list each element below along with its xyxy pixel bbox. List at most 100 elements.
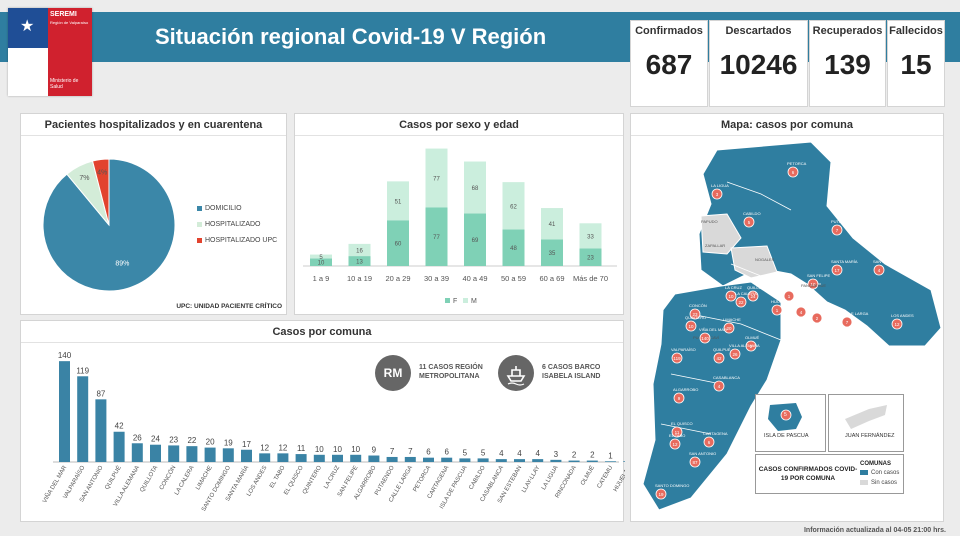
comuna-bar-29 xyxy=(586,460,598,462)
map-legend-title: COMUNAS xyxy=(860,461,891,467)
bar-F-3 xyxy=(425,207,448,266)
region-map: 6 PETORCA 3 LA LIGUA 5 CABILDO PAPUDO ZAPALLAR 7… xyxy=(642,141,942,511)
comuna-tick-label: LLAY-LLAY xyxy=(521,465,541,494)
legend-label: DOMICILIO xyxy=(205,205,242,212)
upc-footnote: UPC: UNIDAD PACIENTE CRÍTICO xyxy=(176,303,282,310)
bar-value-label: 68 xyxy=(472,186,479,192)
comuna-bar-25 xyxy=(514,459,525,462)
kpi-value: 687 xyxy=(645,49,693,80)
map-marker-value: 5 xyxy=(748,220,751,225)
comuna-bar-21 xyxy=(441,457,453,462)
map-marker xyxy=(831,264,843,276)
map-marker xyxy=(729,348,741,360)
legend-label: Con casos xyxy=(871,470,900,477)
rm-icon: RM xyxy=(375,355,411,391)
logo-seremi: SEREMI xyxy=(50,11,77,18)
map-marker-value: 119 xyxy=(673,356,681,361)
bar-value-label: 69 xyxy=(472,238,479,244)
comuna-tick-label: QUILLOTA xyxy=(139,465,159,493)
bar-value-label: 48 xyxy=(510,246,517,252)
bar-M-1 xyxy=(348,243,371,257)
map-comuna-label: PUTAENDO xyxy=(831,219,853,224)
map-marker-value: 6 xyxy=(792,170,795,175)
map-marker-value: 9 xyxy=(678,396,681,401)
pascua-value: 5 xyxy=(784,412,787,418)
comuna-value-label: 10 xyxy=(333,445,342,454)
comuna-bar-15 xyxy=(332,454,343,462)
legend-label: HOSPITALIZADO UPC xyxy=(205,237,278,244)
comuna-value-label: 1 xyxy=(608,451,613,460)
comuna-bar-0 xyxy=(59,361,70,462)
map-comuna-label: EL QUISCO xyxy=(671,421,693,426)
map-marker xyxy=(807,278,819,290)
map-marker-value: 20 xyxy=(726,326,732,331)
comuna-value-label: 12 xyxy=(278,443,287,452)
x-tick-label: 60 a 69 xyxy=(539,274,564,283)
bar-value-label: 51 xyxy=(395,199,402,205)
map-comuna-label: SAN ANTONIO xyxy=(689,451,716,456)
bar-value-label: 33 xyxy=(587,234,594,240)
map-marker xyxy=(713,352,725,364)
panel-title: Casos por comuna xyxy=(21,321,623,343)
comuna-bar-8 xyxy=(204,447,216,462)
map-marker xyxy=(703,436,715,448)
map-marker-value: 12 xyxy=(894,322,900,327)
comuna-value-label: 22 xyxy=(187,436,196,445)
kpi-label: Confirmados xyxy=(635,25,703,37)
x-tick-label: 30 a 39 xyxy=(424,274,449,283)
comuna-bar-7 xyxy=(186,446,198,462)
map-marker-value: 7 xyxy=(836,228,839,233)
map-comuna-label: VIÑA DEL MAR xyxy=(699,327,727,332)
legend-hospitalizado-upc: HOSPITALIZADO UPC xyxy=(197,237,277,244)
map-marker xyxy=(725,290,737,302)
comuna-bar-20 xyxy=(423,457,434,462)
bar-F-6 xyxy=(541,239,563,266)
map-marker xyxy=(787,166,799,178)
pascua-shape xyxy=(768,403,802,431)
map-comuna-label: HIJUELAS xyxy=(771,299,790,304)
comuna-bar-28 xyxy=(568,460,580,462)
map-marker-value: 22 xyxy=(738,300,744,305)
kpi-value: 15 xyxy=(900,49,932,80)
map-marker-value: 12 xyxy=(672,442,678,447)
comuna-tick-label: PETORCA xyxy=(413,465,433,493)
map-marker xyxy=(831,224,843,236)
map-comuna-label: PANQUEHUE xyxy=(801,283,826,288)
map-marker xyxy=(735,296,747,308)
map-caption: CASOS CONFIRMADOS COVID-19 POR COMUNA xyxy=(758,466,858,482)
map-comuna-label: SAN FELIPE xyxy=(807,273,830,278)
legend-domicilio: DOMICILIO xyxy=(197,205,242,212)
bar-M-3 xyxy=(425,148,448,208)
map-border xyxy=(660,181,821,435)
comuna-bar-2 xyxy=(95,399,107,462)
comuna-bar-26 xyxy=(532,459,544,462)
legend-swatch-M xyxy=(463,298,468,303)
map-marker xyxy=(685,320,697,332)
comuna-value-label: 19 xyxy=(224,438,233,447)
comuna-value-label: 5 xyxy=(463,448,468,457)
map-marker-value: 2 xyxy=(750,344,753,349)
bar-value-label: 23 xyxy=(587,256,594,262)
map-marker xyxy=(673,392,685,404)
comuna-bar-14 xyxy=(313,454,325,462)
bar-value-label: 77 xyxy=(433,235,440,241)
pie-label-0: 89% xyxy=(115,260,129,267)
comuna-bar-27 xyxy=(550,459,562,462)
comuna-value-label: 4 xyxy=(517,449,522,458)
map-marker-value: 10 xyxy=(810,282,816,287)
map-marker xyxy=(771,304,783,316)
ship-icon xyxy=(498,355,534,391)
bar-F-0 xyxy=(310,258,332,266)
kpi-confirmados: Confirmados 687 xyxy=(630,20,708,107)
ministry-logo: ★ SEREMI Región de Valparaíso Ministerio… xyxy=(8,8,92,96)
comuna-tick-label: HIJUELAS xyxy=(613,465,625,493)
inset-isla-pascua: 5 ISLA DE PASCUA xyxy=(755,394,826,452)
comuna-bar-17 xyxy=(368,455,380,462)
map-marker-value: 6 xyxy=(708,440,711,445)
legend-swatch xyxy=(197,237,202,243)
comuna-bar-5 xyxy=(150,444,161,462)
comuna-bar-12 xyxy=(277,453,289,462)
comuna-tick-label: LOS ANDES xyxy=(246,465,268,497)
comuna-value-label: 4 xyxy=(499,449,504,458)
